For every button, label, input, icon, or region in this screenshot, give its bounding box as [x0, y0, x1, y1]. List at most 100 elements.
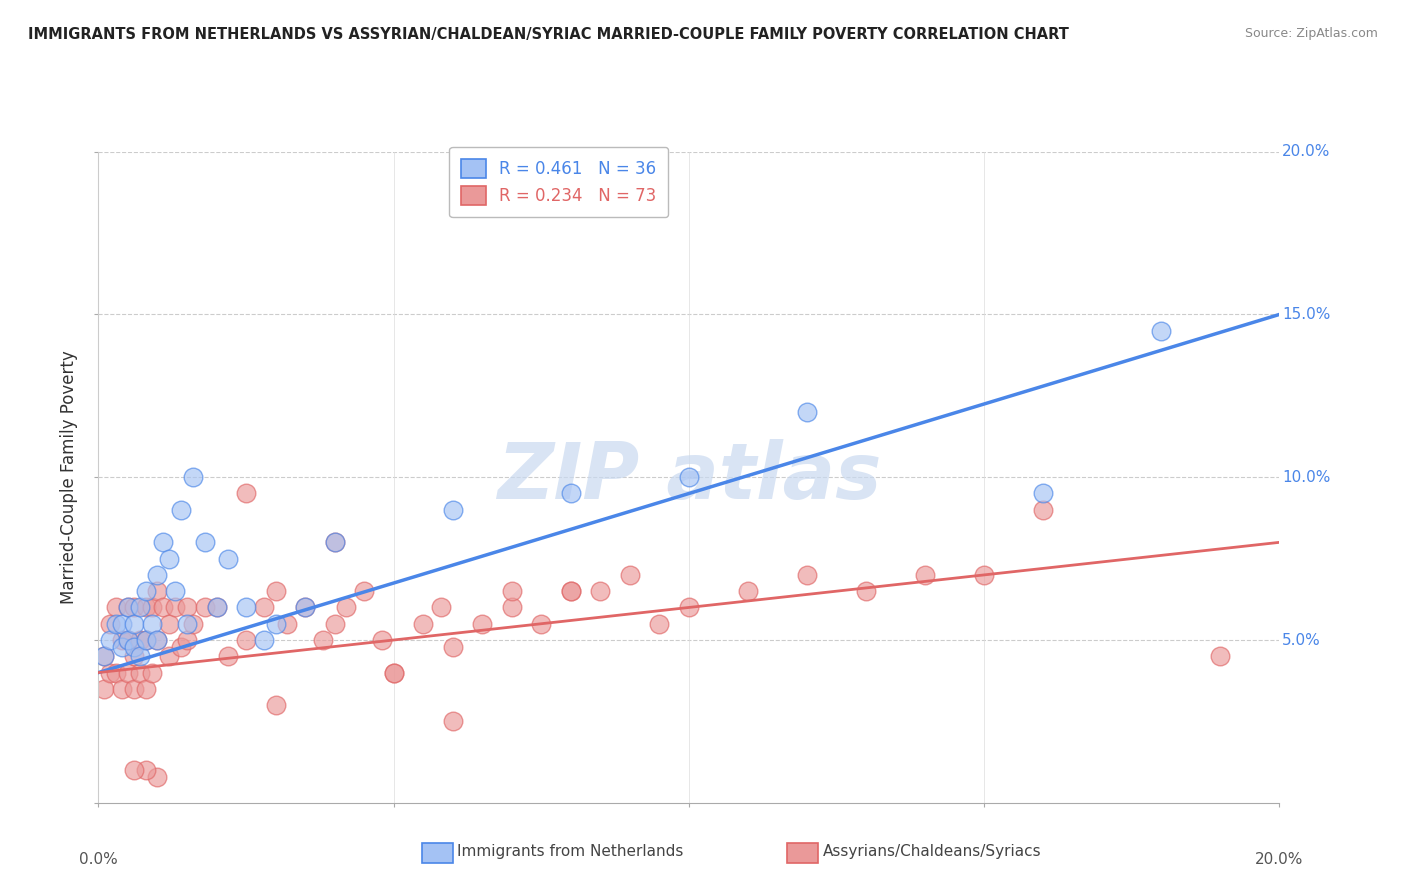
Point: [353, 584, 375, 599]
Point: [181, 616, 204, 631]
Point: [276, 616, 298, 631]
Point: [128, 633, 150, 648]
Point: [235, 633, 257, 648]
Point: [146, 633, 169, 648]
Point: [141, 616, 163, 631]
Point: [441, 640, 464, 654]
Text: 0.0%: 0.0%: [79, 852, 118, 867]
Point: [93, 681, 115, 696]
Text: IMMIGRANTS FROM NETHERLANDS VS ASSYRIAN/CHALDEAN/SYRIAC MARRIED-COUPLE FAMILY PO: IMMIGRANTS FROM NETHERLANDS VS ASSYRIAN/…: [28, 27, 1069, 42]
Point: [678, 600, 700, 615]
Point: [441, 503, 464, 517]
Point: [135, 633, 157, 648]
Text: Assyrians/Chaldeans/Syriacs: Assyrians/Chaldeans/Syriacs: [823, 845, 1040, 859]
Point: [152, 600, 174, 615]
Point: [157, 649, 180, 664]
Text: 5.0%: 5.0%: [1282, 632, 1320, 648]
Point: [122, 681, 145, 696]
Point: [98, 633, 121, 648]
Point: [105, 665, 128, 680]
Point: [796, 568, 818, 582]
Point: [253, 600, 276, 615]
Point: [111, 633, 134, 648]
Point: [98, 616, 121, 631]
Point: [152, 535, 174, 549]
Point: [93, 649, 115, 664]
Point: [135, 681, 157, 696]
Point: [98, 665, 121, 680]
Point: [176, 600, 198, 615]
Point: [1032, 486, 1054, 500]
Point: [217, 551, 239, 566]
Point: [157, 616, 180, 631]
Point: [170, 640, 193, 654]
Point: [264, 616, 287, 631]
Point: [335, 600, 357, 615]
Legend: R = 0.461   N = 36, R = 0.234   N = 73: R = 0.461 N = 36, R = 0.234 N = 73: [450, 147, 668, 217]
Point: [146, 568, 169, 582]
Point: [471, 616, 494, 631]
Y-axis label: Married-Couple Family Poverty: Married-Couple Family Poverty: [60, 351, 79, 604]
Point: [157, 551, 180, 566]
Point: [560, 486, 582, 500]
Point: [122, 640, 145, 654]
Point: [111, 640, 134, 654]
Point: [253, 633, 276, 648]
Point: [323, 535, 346, 549]
Point: [412, 616, 434, 631]
Point: [122, 616, 145, 631]
Point: [737, 584, 759, 599]
Point: [111, 681, 134, 696]
Text: 20.0%: 20.0%: [1282, 145, 1330, 159]
Point: [117, 600, 139, 615]
Point: [128, 649, 150, 664]
Point: [294, 600, 316, 615]
Point: [117, 600, 139, 615]
Text: Source: ZipAtlas.com: Source: ZipAtlas.com: [1244, 27, 1378, 40]
Point: [312, 633, 335, 648]
Point: [117, 633, 139, 648]
Point: [165, 600, 187, 615]
Point: [323, 535, 346, 549]
Point: [1032, 503, 1054, 517]
Text: Immigrants from Netherlands: Immigrants from Netherlands: [457, 845, 683, 859]
Point: [93, 649, 115, 664]
Point: [914, 568, 936, 582]
Point: [619, 568, 641, 582]
Point: [323, 616, 346, 631]
Point: [117, 665, 139, 680]
Point: [117, 633, 139, 648]
Point: [430, 600, 453, 615]
Point: [135, 584, 157, 599]
Point: [205, 600, 228, 615]
Point: [294, 600, 316, 615]
Point: [382, 665, 405, 680]
Point: [264, 698, 287, 712]
Text: 20.0%: 20.0%: [1256, 852, 1303, 867]
Text: ZIP atlas: ZIP atlas: [496, 439, 882, 516]
Point: [560, 584, 582, 599]
Point: [135, 763, 157, 777]
Point: [170, 503, 193, 517]
Point: [176, 633, 198, 648]
Point: [111, 616, 134, 631]
Point: [530, 616, 553, 631]
Point: [235, 600, 257, 615]
Point: [128, 600, 150, 615]
Text: 15.0%: 15.0%: [1282, 307, 1330, 322]
Point: [146, 633, 169, 648]
Point: [194, 535, 217, 549]
Point: [264, 584, 287, 599]
Point: [128, 665, 150, 680]
Text: 10.0%: 10.0%: [1282, 470, 1330, 484]
Point: [141, 665, 163, 680]
Point: [217, 649, 239, 664]
Point: [973, 568, 995, 582]
Point: [648, 616, 671, 631]
Point: [501, 600, 523, 615]
Point: [678, 470, 700, 484]
Point: [1209, 649, 1232, 664]
Point: [122, 649, 145, 664]
Point: [501, 584, 523, 599]
Point: [135, 633, 157, 648]
